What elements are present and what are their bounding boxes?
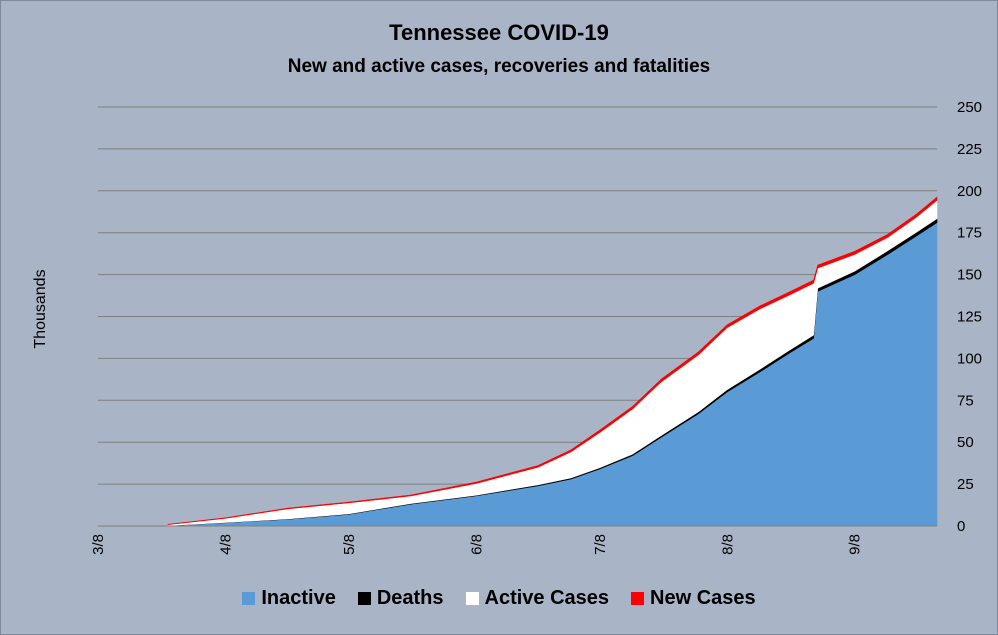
legend-item: Inactive bbox=[242, 587, 336, 610]
chart-title: Tennessee COVID-19 bbox=[389, 20, 609, 45]
y-tick-label: 175 bbox=[957, 225, 982, 242]
legend-label: New Cases bbox=[650, 587, 756, 609]
y-tick-label: 0 bbox=[957, 518, 965, 535]
legend-item: New Cases bbox=[631, 587, 756, 610]
y-tick-label: 150 bbox=[957, 267, 982, 284]
legend-label: Active Cases bbox=[484, 587, 610, 609]
legend-item: Active Cases bbox=[465, 587, 610, 610]
y-tick-label: 75 bbox=[957, 392, 974, 409]
area-new-cases bbox=[167, 196, 938, 525]
x-tick-label: 8/8 bbox=[719, 534, 736, 555]
x-tick-label: 4/8 bbox=[217, 534, 234, 555]
legend-swatch bbox=[242, 592, 256, 605]
x-tick-label: 3/8 bbox=[90, 534, 107, 555]
chart-subtitle: New and active cases, recoveries and fat… bbox=[287, 56, 711, 77]
y-tick-label: 125 bbox=[957, 309, 982, 326]
legend-swatch bbox=[357, 592, 371, 605]
legend-item: Deaths bbox=[357, 587, 444, 610]
legend-swatch bbox=[631, 592, 645, 605]
x-tick-label: 9/8 bbox=[847, 534, 864, 555]
y-tick-label: 25 bbox=[957, 476, 974, 493]
legend-label: Inactive bbox=[261, 587, 336, 609]
y-tick-label: 225 bbox=[957, 141, 982, 158]
y-tick-label: 200 bbox=[957, 183, 982, 200]
legend: Inactive Deaths Active Cases New Cases bbox=[0, 587, 998, 610]
x-tick-label: 7/8 bbox=[592, 534, 609, 555]
legend-label: Deaths bbox=[376, 587, 444, 609]
y-tick-label: 50 bbox=[957, 434, 974, 451]
y-tick-label: 250 bbox=[957, 99, 982, 116]
x-tick-label: 6/8 bbox=[468, 534, 485, 555]
y-tick-label: 100 bbox=[957, 350, 982, 367]
legend-swatch bbox=[465, 592, 479, 605]
x-tick-label: 5/8 bbox=[341, 534, 358, 555]
